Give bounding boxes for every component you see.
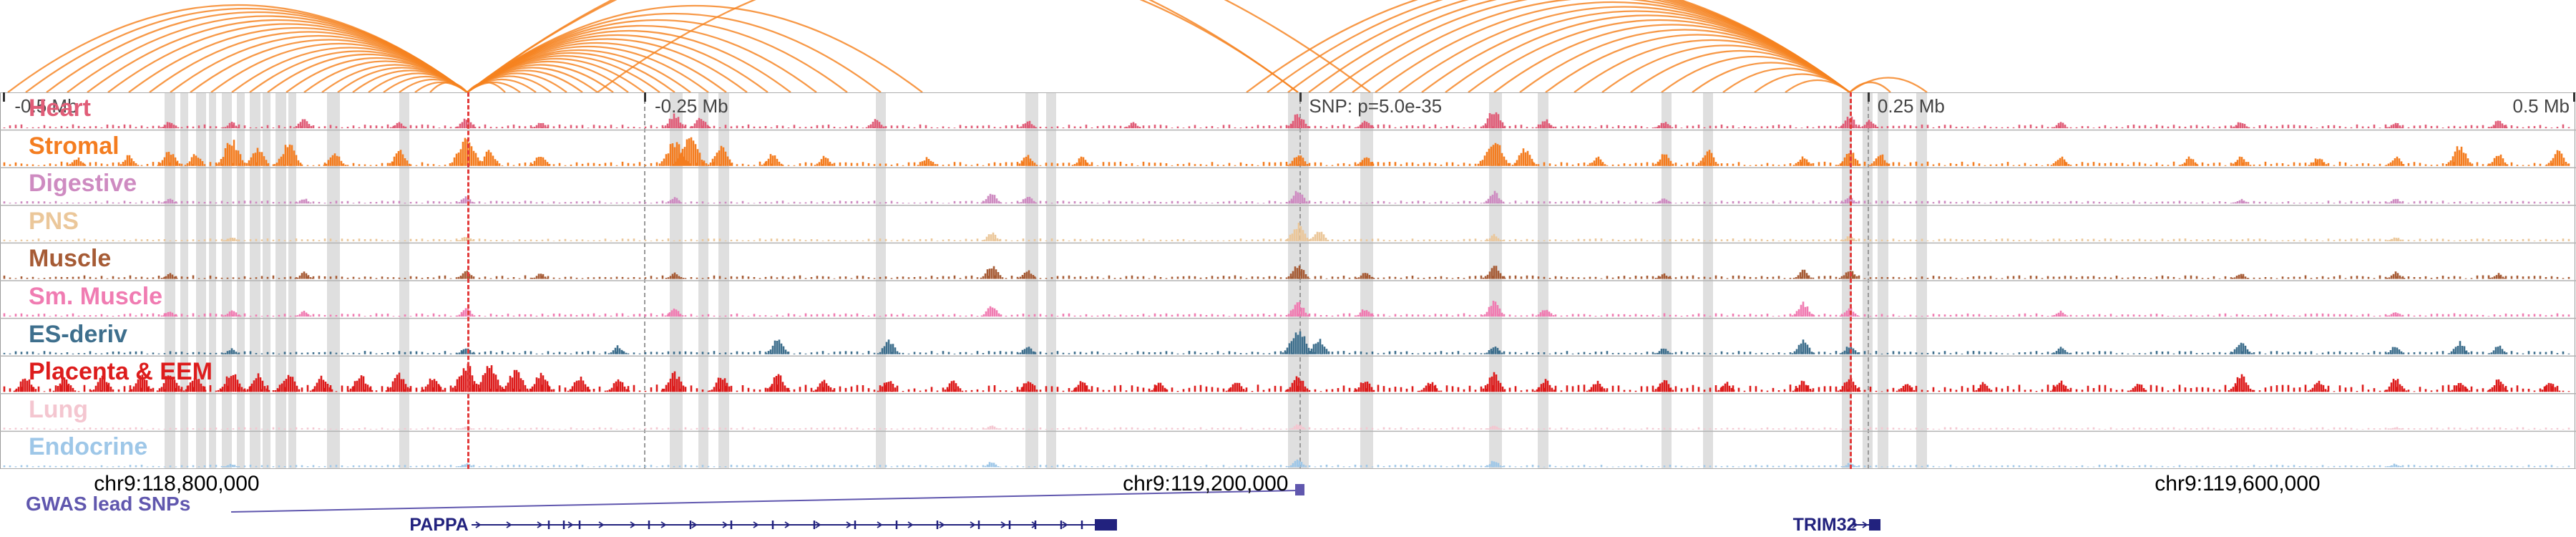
- track-label-digestive[interactable]: Digestive: [29, 170, 137, 198]
- signal-track-placenta-eem[interactable]: [3, 363, 2570, 392]
- interaction-arc-layer: [7, 0, 1928, 93]
- gene-model-trim32[interactable]: [1852, 519, 1880, 531]
- genomic-coordinate: chr9:118,800,000: [94, 472, 260, 495]
- track-label-pns[interactable]: PNS: [29, 207, 79, 235]
- signal-track-es-deriv[interactable]: [3, 331, 2570, 354]
- gwas-lead-snps-label: GWAS lead SNPs: [26, 493, 191, 515]
- ruler-tick: [1868, 92, 1870, 102]
- signal-track-layer[interactable]: [0, 92, 2576, 469]
- gene-model-pappa[interactable]: [472, 519, 1117, 531]
- track-label-placenta-eem[interactable]: Placenta & EEM: [29, 358, 213, 386]
- interaction-arc[interactable]: [467, 0, 1371, 92]
- signal-track-muscle[interactable]: [3, 265, 2570, 279]
- interaction-arc[interactable]: [414, 81, 468, 92]
- interaction-arc[interactable]: [597, 0, 1299, 92]
- signal-track-digestive[interactable]: [3, 190, 2570, 204]
- track-label-sm-muscle[interactable]: Sm. Muscle: [29, 283, 163, 310]
- ruler-label-0-5-mb: 0.5 Mb: [2512, 95, 2570, 117]
- gene-label-trim32[interactable]: TRIM32: [1792, 515, 1857, 535]
- interaction-arc[interactable]: [467, 19, 848, 92]
- ruler-label-0-5-mb: -0.5 Mb: [14, 95, 78, 117]
- interaction-arc[interactable]: [1785, 79, 1850, 92]
- interaction-arc[interactable]: [429, 82, 468, 92]
- gene-label-pappa[interactable]: PAPPA: [409, 515, 469, 535]
- ruler-tick: [2573, 92, 2576, 102]
- track-label-muscle[interactable]: Muscle: [29, 245, 112, 273]
- signal-track-lung[interactable]: [3, 424, 2570, 430]
- genomic-coordinate: chr9:119,600,000: [2155, 472, 2321, 495]
- genomic-coordinate: chr9:119,200,000: [1123, 472, 1289, 495]
- track-label-endocrine[interactable]: Endocrine: [29, 433, 148, 461]
- ruler-tick: [1299, 92, 1302, 102]
- interaction-arc[interactable]: [467, 4, 923, 92]
- ruler-label-0-25-mb: -0.25 Mb: [655, 95, 728, 117]
- ruler-tick: [2, 92, 5, 102]
- signal-track-endocrine[interactable]: [3, 459, 2570, 468]
- ruler-tick: [644, 92, 646, 102]
- signal-track-sm-muscle[interactable]: [3, 301, 2570, 317]
- anchor-line-red-dashed: [1849, 92, 1852, 469]
- interaction-arc[interactable]: [1849, 77, 1928, 93]
- gwas-lead-snp-marker[interactable]: [1295, 484, 1304, 495]
- signal-track-pns[interactable]: [3, 223, 2570, 241]
- track-label-heart[interactable]: Heart: [29, 95, 91, 122]
- ruler-label-0-25-mb: 0.25 Mb: [1877, 95, 1945, 117]
- ruler-label-snp-p-5-0e-35: SNP: p=5.0e-35: [1309, 95, 1443, 117]
- track-label-es-deriv[interactable]: ES-deriv: [29, 320, 127, 348]
- track-label-lung[interactable]: Lung: [29, 395, 89, 423]
- signal-track-stromal[interactable]: [3, 137, 2570, 166]
- track-label-stromal[interactable]: Stromal: [29, 132, 119, 160]
- signal-track-heart[interactable]: [3, 112, 2570, 129]
- anchor-line-red-dashed: [467, 92, 470, 469]
- snp-leader-line: [230, 490, 1299, 513]
- interaction-arc[interactable]: [467, 0, 1299, 92]
- gene-annotation-layer: [230, 484, 1880, 531]
